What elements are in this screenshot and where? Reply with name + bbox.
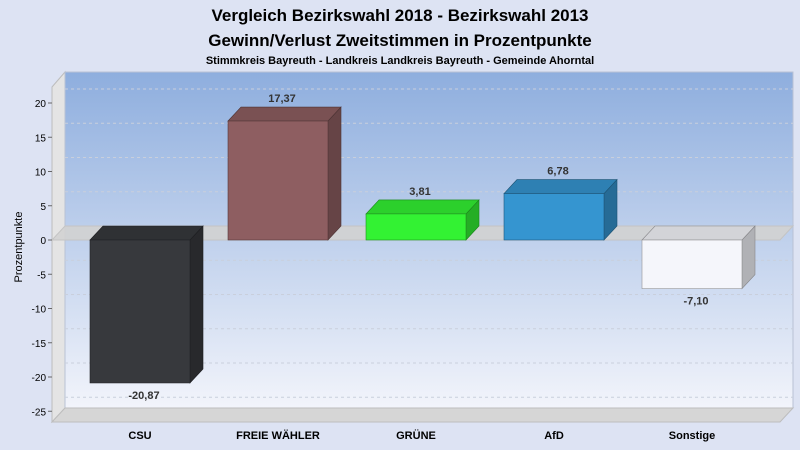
y-tick-label: -20 xyxy=(32,373,47,384)
bar-sonstige xyxy=(641,225,756,290)
bar-front xyxy=(641,239,743,289)
y-tick-label: -25 xyxy=(32,407,47,418)
bar-top xyxy=(89,225,204,241)
bar-front xyxy=(227,120,329,241)
plot-floor xyxy=(50,407,795,423)
y-tick-label: -15 xyxy=(32,339,47,350)
y-tick-label: 0 xyxy=(40,236,46,247)
chart-subtitle: Stimmkreis Bayreuth - Landkreis Landkrei… xyxy=(206,55,594,67)
y-tick-label: 15 xyxy=(35,133,47,144)
x-tick-label: FREIE WÄHLER xyxy=(236,429,320,442)
x-tick-label: AfD xyxy=(544,430,564,442)
y-tick-label: 5 xyxy=(40,202,46,213)
plot-side-wall xyxy=(51,70,66,424)
x-tick-label: Sonstige xyxy=(669,430,715,442)
data-label: 3,81 xyxy=(409,186,430,198)
y-tick-label: -5 xyxy=(37,270,46,281)
bar-side xyxy=(327,106,342,241)
data-label: 6,78 xyxy=(547,166,568,178)
x-tick-label: CSU xyxy=(128,430,151,442)
bar-freie-w-hler xyxy=(227,106,342,241)
bar-top xyxy=(227,106,342,122)
data-label: 17,37 xyxy=(268,93,296,105)
bar-afd xyxy=(503,178,618,241)
bar-csu xyxy=(89,225,204,384)
chart-title: Vergleich Bezirkswahl 2018 - Bezirkswahl… xyxy=(211,6,588,25)
bar-side xyxy=(189,225,204,384)
y-tick-label: -10 xyxy=(32,305,47,316)
y-axis-label: Prozentpunkte xyxy=(13,212,25,283)
bar-front xyxy=(365,213,467,241)
y-tick-label: 20 xyxy=(35,99,47,110)
x-tick-label: GRÜNE xyxy=(396,429,436,442)
data-label: -7,10 xyxy=(683,296,708,308)
chart-title-2: Gewinn/Verlust Zweitstimmen in Prozentpu… xyxy=(208,31,592,50)
bar-gr-ne xyxy=(365,199,480,241)
bar-top xyxy=(503,179,618,194)
y-tick-label: 10 xyxy=(35,168,47,179)
data-label: -20,87 xyxy=(128,390,159,402)
bar-top xyxy=(365,199,480,215)
bar-top xyxy=(641,225,756,241)
bar-front xyxy=(89,239,191,384)
bar-front xyxy=(503,193,605,241)
